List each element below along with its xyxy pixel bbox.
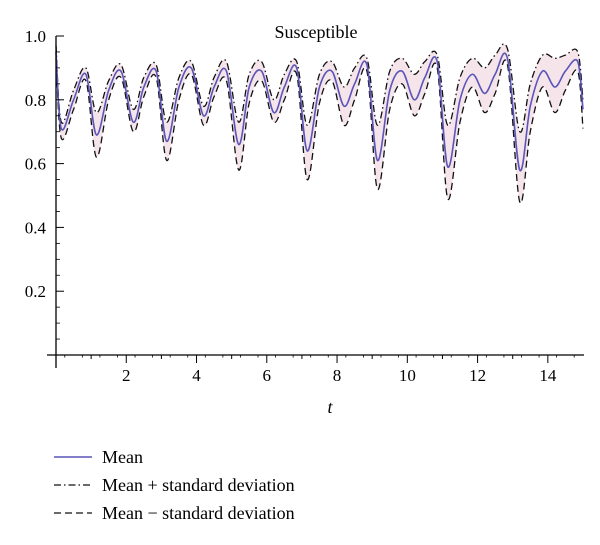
chart-title: Susceptible [275, 22, 358, 42]
y-tick-label: 0.8 [25, 91, 46, 110]
series-line-mean [55, 51, 584, 172]
y-tick-label: 1.0 [25, 27, 46, 46]
y-tick-label: 0.6 [25, 155, 46, 174]
x-tick-label: 6 [263, 366, 272, 385]
x-axis-label: t [327, 397, 333, 417]
x-tick-label: 4 [192, 366, 201, 385]
legend: Mean Mean + standard deviation Mean − stan… [54, 447, 295, 523]
series-line-mean-plus-sd [55, 43, 584, 133]
legend-label: Mean [102, 447, 143, 467]
x-tick-label: 2 [122, 366, 131, 385]
axis-ticks: 2 4 6 8 10 12 14 0.2 0.4 0.6 0.8 1.0 [25, 27, 575, 385]
series-layer [55, 43, 584, 204]
series-line-mean-minus-sd [55, 58, 584, 204]
legend-label: Mean − standard deviation [102, 503, 295, 523]
y-tick-label: 0.4 [25, 218, 47, 237]
legend-label: Mean + standard deviation [102, 475, 295, 495]
x-tick-label: 14 [539, 366, 557, 385]
std-deviation-band [56, 43, 583, 204]
x-tick-label: 8 [333, 366, 342, 385]
x-tick-label: 12 [469, 366, 486, 385]
x-tick-label: 10 [399, 366, 416, 385]
y-tick-label: 0.2 [25, 282, 46, 301]
